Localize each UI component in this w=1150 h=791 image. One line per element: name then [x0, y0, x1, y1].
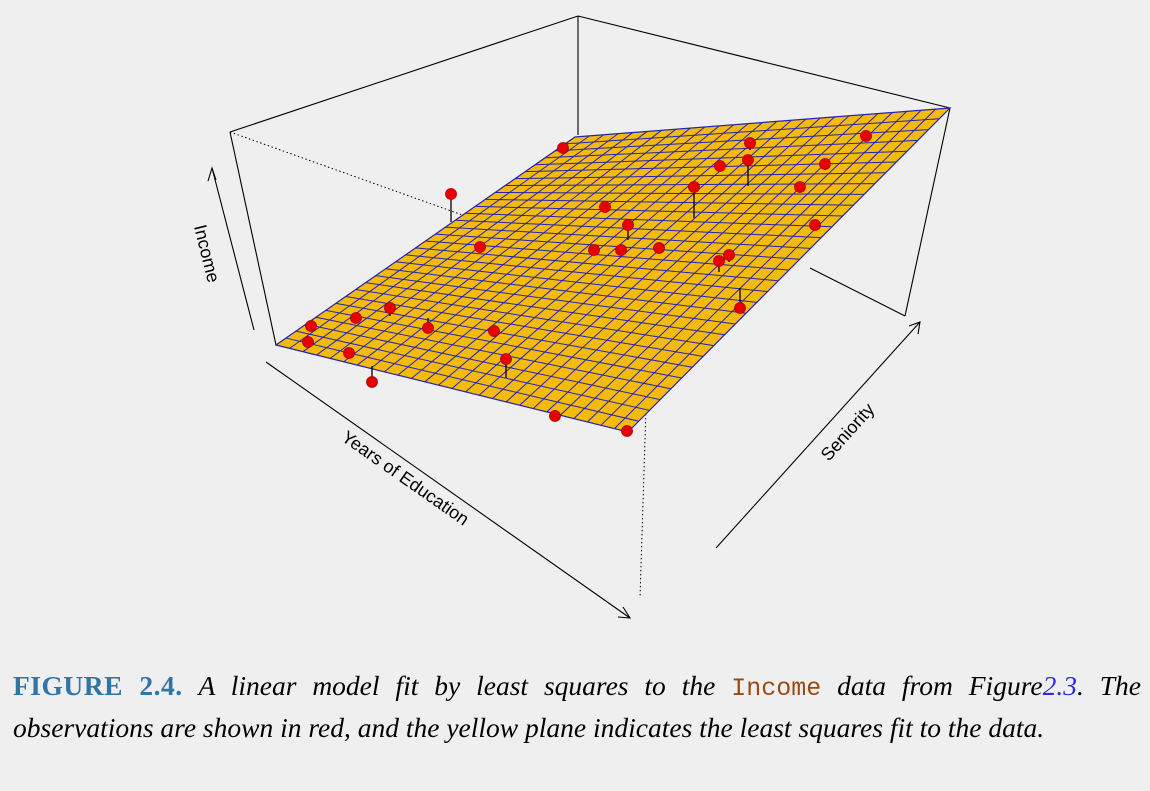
observations [302, 130, 872, 437]
education-axis-arrow [265, 361, 631, 619]
box-edges [229, 15, 951, 346]
observation-point [688, 181, 700, 193]
plane-grid-line [385, 268, 747, 314]
education-axis-label: Years of Education [338, 427, 473, 530]
plane-grid-line [345, 295, 704, 357]
observation-point [860, 130, 872, 142]
figure-caption: FIGURE 2.4. A linear model fit by least … [13, 667, 1141, 747]
plane-grid-line [515, 172, 886, 180]
plane-grid-line [355, 289, 714, 347]
plane-grid-line [405, 254, 768, 293]
income-axis-arrow [211, 167, 255, 331]
observation-point [714, 160, 726, 172]
plane-grid-line [395, 261, 757, 303]
plane-grid-line [365, 282, 725, 336]
regression-plane-3d-plot: Income Years of Education Seniority [190, 15, 952, 619]
seniority-arrowhead [908, 321, 921, 335]
observation-point [422, 322, 434, 334]
figure-label: FIGURE 2.4. [13, 670, 183, 701]
caption-text-1: A linear model fit by least squares to t… [198, 670, 716, 701]
observation-point [302, 336, 314, 348]
plane-grid-line [495, 191, 865, 195]
observation-point [713, 255, 725, 267]
plane-grid-line [335, 302, 693, 368]
income-axis-label: Income [190, 222, 224, 284]
caption-text-3: . The observations are shown in red, and… [13, 670, 1141, 743]
observation-point [557, 142, 569, 154]
education-arrowhead [617, 606, 632, 619]
plane-grid-line [315, 316, 672, 390]
caption-code-income: Income [731, 674, 822, 703]
observation-point [742, 154, 754, 166]
plane-grid-line [425, 240, 790, 271]
observation-point [350, 312, 362, 324]
observation-point [588, 244, 600, 256]
seniority-axis-label: Seniority [817, 399, 879, 464]
observation-point [474, 241, 486, 253]
observation-point [384, 302, 396, 314]
plane-grid-line [564, 118, 940, 145]
observation-point [488, 325, 500, 337]
observation-point [305, 320, 317, 332]
plane-grid-line [375, 275, 736, 325]
observation-point [343, 347, 355, 359]
plane-grid-line [525, 161, 897, 173]
seniority-axis-arrow [715, 321, 921, 549]
plane-grid-line [415, 247, 779, 282]
observation-point [500, 353, 512, 365]
plane-grid-line [455, 219, 822, 239]
observation-point [723, 249, 735, 261]
observation-point [549, 410, 561, 422]
observation-point [615, 244, 627, 256]
observation-point [809, 219, 821, 231]
axis-arrows [207, 166, 921, 619]
observation-point [622, 219, 634, 231]
plane-grid-line [475, 205, 843, 217]
observation-point [599, 201, 611, 213]
plane-grid-line [545, 139, 918, 159]
observation-point [734, 302, 746, 314]
plane-grid-line [325, 309, 682, 379]
observation-point [653, 242, 665, 254]
plane-grid-line [295, 330, 650, 411]
plane-grid-line [535, 150, 908, 166]
plane-grid-line [485, 198, 854, 206]
caption-text-2: data from Figure [837, 670, 1043, 701]
observation-point [445, 188, 457, 200]
plane-grid-line [465, 212, 832, 228]
observation-point [366, 376, 378, 388]
plane-grid-line [305, 323, 661, 401]
income-arrowhead [207, 166, 217, 182]
observation-point [621, 425, 633, 437]
observation-point [819, 158, 831, 170]
figure-reference-link[interactable]: 2.3 [1042, 670, 1077, 701]
observation-point [744, 137, 756, 149]
observation-point [794, 181, 806, 193]
